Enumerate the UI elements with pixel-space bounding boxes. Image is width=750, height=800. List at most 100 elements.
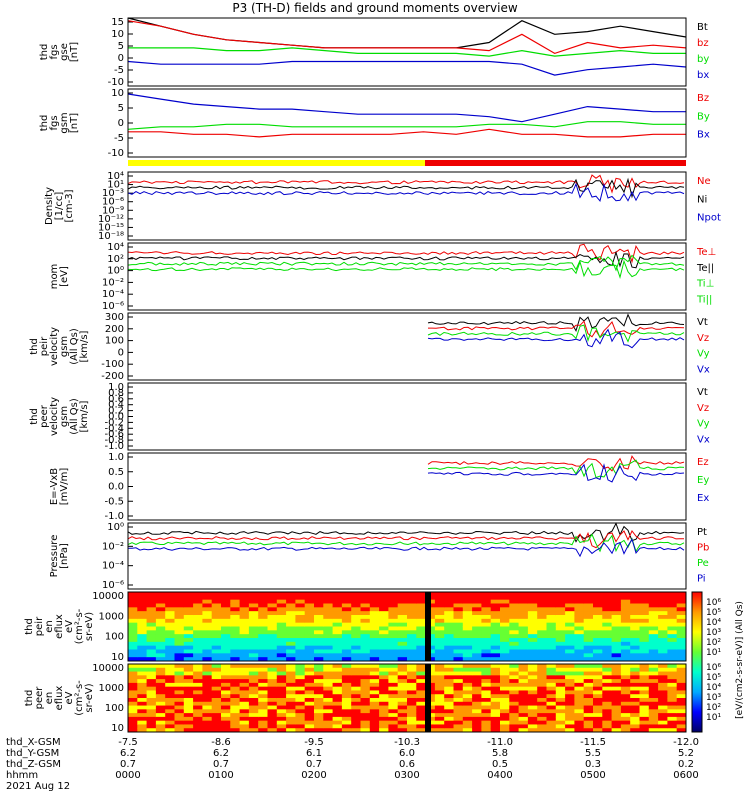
heat-cell xyxy=(146,649,157,654)
heat-cell xyxy=(602,611,613,616)
heat-cell xyxy=(593,649,603,654)
tick-label: 0.0 xyxy=(108,412,124,423)
heat-cell xyxy=(481,638,492,643)
heat-cell xyxy=(602,595,613,601)
heat-cell xyxy=(174,698,185,703)
heat-cell xyxy=(490,595,501,601)
heat-cell xyxy=(611,630,622,635)
heat-cell xyxy=(509,641,520,647)
heat-cell xyxy=(258,599,268,604)
heat-cell xyxy=(193,641,203,647)
heat-cell xyxy=(481,679,492,684)
heat-cell xyxy=(434,698,445,703)
heat-cell xyxy=(341,630,352,635)
panel-frame xyxy=(127,452,687,521)
heat-cell xyxy=(174,653,185,658)
heat-cell xyxy=(239,618,250,624)
heat-cell xyxy=(304,671,315,676)
heat-cell xyxy=(602,607,613,612)
heat-cell xyxy=(379,675,389,680)
heat-cell xyxy=(137,592,148,597)
heat-cell xyxy=(537,595,547,601)
heat-cell xyxy=(155,675,166,680)
heat-cell xyxy=(565,630,575,635)
heat-cell xyxy=(527,618,538,624)
heat-cell xyxy=(407,716,417,722)
heat-cell xyxy=(574,634,585,639)
heat-cell xyxy=(407,630,417,635)
heat-cell xyxy=(574,716,585,722)
heat-cell xyxy=(434,615,445,620)
heat-cell xyxy=(593,724,603,729)
heat-cell xyxy=(407,607,417,612)
heat-cell xyxy=(434,611,445,616)
heat-cell xyxy=(314,694,324,699)
heat-cell xyxy=(286,667,296,673)
heat-cell xyxy=(332,682,343,688)
heat-cell xyxy=(276,690,287,695)
heat-cell xyxy=(658,622,668,627)
heat-cell xyxy=(397,698,408,703)
heat-cell xyxy=(193,716,203,722)
heat-cell xyxy=(667,645,678,650)
heat-cell xyxy=(286,709,296,714)
heat-cell xyxy=(128,701,138,707)
heat-cell xyxy=(323,664,334,669)
heat-cell xyxy=(444,611,454,616)
heat-cell xyxy=(537,701,547,707)
heat-cell xyxy=(183,618,194,624)
heat-cell xyxy=(481,705,492,710)
heat-cell xyxy=(211,649,222,654)
heat-cell xyxy=(555,701,566,707)
heat-cell xyxy=(500,592,510,597)
heat-cell xyxy=(202,634,213,639)
heat-cell xyxy=(379,713,389,718)
heat-cell xyxy=(155,641,166,647)
heat-cell xyxy=(165,713,175,718)
heat-cell xyxy=(648,611,659,616)
heat-cell xyxy=(295,599,306,604)
heat-cell xyxy=(202,603,213,608)
heat-cell xyxy=(602,626,613,631)
heat-cell xyxy=(611,720,622,725)
heat-cell xyxy=(434,634,445,639)
heat-cell xyxy=(546,720,557,725)
heat-cell xyxy=(202,701,213,707)
heat-cell xyxy=(444,657,454,662)
heat-cell xyxy=(434,694,445,699)
heat-cell xyxy=(276,667,287,673)
xaxis-tick-label: 0500 xyxy=(580,770,605,781)
heat-cell xyxy=(230,713,241,718)
heat-cell xyxy=(500,595,510,601)
heat-cell xyxy=(258,626,268,631)
heat-cell xyxy=(555,728,566,733)
heat-cell xyxy=(518,667,529,673)
heat-cell xyxy=(518,720,529,725)
heat-cell xyxy=(304,618,315,624)
xaxis-tick-label: 0400 xyxy=(487,770,512,781)
heat-cell xyxy=(286,626,296,631)
heat-cell xyxy=(369,667,380,673)
heat-cell xyxy=(388,638,399,643)
heat-cell xyxy=(211,595,222,601)
heat-cell xyxy=(221,649,231,654)
heat-cell xyxy=(658,626,668,631)
heat-cell xyxy=(341,667,352,673)
heat-cell xyxy=(500,724,510,729)
heat-cell xyxy=(509,626,520,631)
heat-cell xyxy=(593,682,603,688)
heat-cell xyxy=(323,671,334,676)
heat-cell xyxy=(221,686,231,691)
heat-cell xyxy=(434,622,445,627)
heat-cell xyxy=(211,713,222,718)
legend-Vz: Vz xyxy=(697,403,709,414)
heat-cell xyxy=(574,595,585,601)
heat-cell xyxy=(397,675,408,680)
heat-cell xyxy=(211,634,222,639)
heat-cell xyxy=(304,682,315,688)
heat-cell xyxy=(648,592,659,597)
heat-cell xyxy=(648,698,659,703)
heat-cell xyxy=(509,630,520,635)
heat-cell xyxy=(434,618,445,624)
heat-cell xyxy=(481,664,492,669)
